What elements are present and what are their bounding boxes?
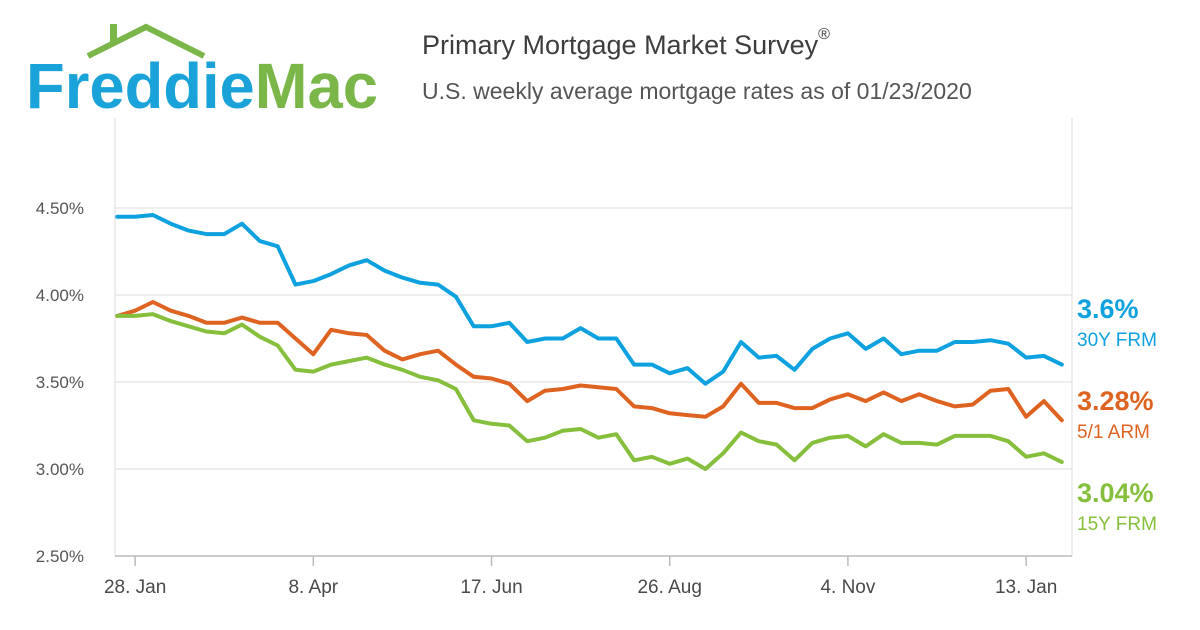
- series-end-name: 15Y FRM: [1077, 514, 1157, 535]
- y-tick-label: 3.00%: [36, 460, 84, 479]
- series-line-30y-frm: [115, 213, 1064, 386]
- chart-title: Primary Mortgage Market Survey®: [422, 26, 830, 60]
- y-tick-label: 4.50%: [36, 199, 84, 218]
- x-tick-label: 4. Nov: [820, 577, 875, 598]
- x-axis-labels: 28. Jan 8. Apr 17. Jun 26. Aug 4. Nov 13. Jan: [104, 577, 1057, 598]
- series-end-value: 3.04%: [1077, 478, 1154, 508]
- x-tick-label: 17. Jun: [460, 577, 522, 598]
- series-line-5-1-arm: [115, 300, 1064, 423]
- y-tick-label: 3.50%: [36, 373, 84, 392]
- grid-lines: [114, 118, 1073, 556]
- house-roof-icon: [86, 23, 206, 59]
- y-tick-label: 2.50%: [36, 547, 84, 566]
- y-axis-labels: 2.50% 3.00% 3.50% 4.00% 4.50%: [36, 199, 84, 566]
- series-end-labels: 3.6% 30Y FRM 3.28% 5/1 ARM 3.04% 15Y FRM: [1077, 294, 1157, 535]
- series-end-value: 3.28%: [1077, 386, 1154, 416]
- x-tick-label: 8. Apr: [288, 577, 338, 598]
- series-line-15y-frm: [115, 312, 1064, 471]
- x-tick-label: 28. Jan: [104, 577, 166, 598]
- svg-text:FreddieMac: FreddieMac: [26, 50, 378, 114]
- chart-subtitle: U.S. weekly average mortgage rates as of…: [422, 78, 972, 104]
- series-end-name: 5/1 ARM: [1077, 422, 1150, 443]
- series-lines: [115, 213, 1064, 471]
- x-axis: [115, 555, 1072, 566]
- series-end-value: 3.6%: [1077, 294, 1139, 324]
- house-chimney-icon: [110, 24, 117, 42]
- freddie-mac-logo: FreddieMac: [26, 23, 378, 114]
- y-tick-label: 4.00%: [36, 286, 84, 305]
- x-tick-label: 13. Jan: [995, 577, 1057, 598]
- x-tick-label: 26. Aug: [637, 577, 701, 598]
- series-end-name: 30Y FRM: [1077, 330, 1157, 351]
